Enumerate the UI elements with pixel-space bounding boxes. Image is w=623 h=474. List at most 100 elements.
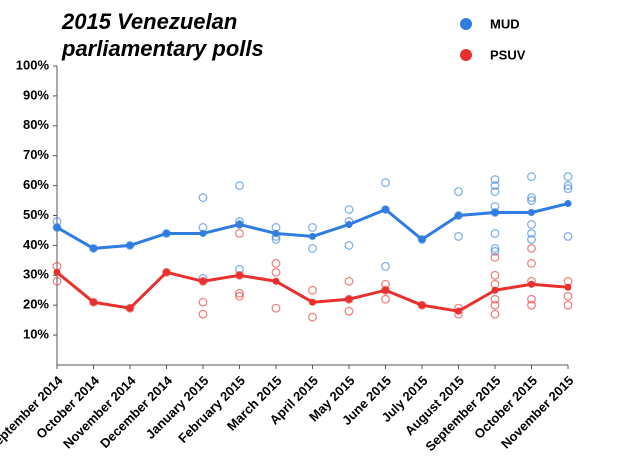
poll-point (490, 309, 500, 319)
trend-point (455, 212, 462, 219)
poll-point (527, 243, 536, 253)
poll-point (490, 243, 500, 253)
poll-point (527, 228, 536, 238)
poll-point (454, 187, 463, 197)
trend-point (491, 209, 499, 217)
poll-point (527, 234, 536, 244)
y-tick-label: 80% (23, 117, 49, 132)
trend-point (53, 268, 61, 276)
poll-point (381, 294, 390, 304)
poll-point (563, 300, 573, 310)
trend-point (455, 307, 462, 315)
poll-point (271, 267, 281, 277)
poll-point (344, 276, 354, 286)
poll-point (235, 288, 244, 298)
poll-point (308, 312, 317, 322)
poll-point (490, 300, 500, 310)
poll-point (52, 223, 62, 232)
legend-label: PSUV (490, 47, 526, 62)
y-tick-label: 90% (23, 87, 49, 102)
trend-point (90, 244, 97, 252)
y-tick-label: 70% (23, 147, 49, 162)
y-tick-label: 30% (23, 267, 49, 282)
poll-point (563, 181, 573, 191)
poll-point (381, 261, 390, 271)
y-tick-label: 40% (23, 237, 49, 252)
poll-point (490, 175, 500, 185)
poll-point (527, 258, 536, 268)
y-tick-label: 60% (23, 177, 49, 192)
trend-point (236, 220, 243, 228)
poll-point (490, 228, 500, 238)
poll-point (198, 297, 208, 307)
trend-point (126, 241, 134, 249)
trend-point (163, 268, 170, 276)
trend-point (382, 206, 389, 214)
poll-point (344, 306, 354, 316)
poll-point (490, 270, 500, 280)
poll-point (527, 193, 536, 203)
poll-point (344, 205, 354, 214)
y-tick-label: 20% (23, 297, 49, 312)
poll-point (490, 187, 500, 197)
trend-point (126, 304, 134, 312)
trend-point (345, 220, 353, 228)
poll-point (198, 309, 208, 319)
poll-point (198, 193, 208, 203)
poll-point (235, 181, 244, 191)
poll-point (563, 184, 573, 194)
poll-point (308, 285, 317, 295)
trend-point (528, 280, 535, 288)
trend-point (528, 209, 535, 217)
poll-point (344, 240, 354, 250)
poll-point (235, 228, 244, 238)
poll-point (527, 172, 536, 182)
poll-point (490, 181, 500, 191)
poll-point (563, 172, 573, 182)
poll-point (490, 252, 500, 262)
poll-point (563, 231, 573, 241)
poll-point (527, 300, 536, 310)
poll-point (563, 291, 573, 301)
poll-point (308, 223, 317, 232)
poll-point (235, 291, 244, 301)
y-tick-label: 100% (16, 57, 50, 72)
trend-point (272, 229, 280, 237)
x-tick-label: October 2014 (33, 372, 102, 441)
poll-point (527, 196, 536, 205)
poll-point (527, 294, 536, 304)
y-tick-label: 10% (23, 327, 49, 342)
legend-marker (460, 49, 472, 61)
trend-point (199, 277, 207, 285)
trend-point (564, 283, 572, 291)
poll-point (271, 258, 281, 268)
trend-point (309, 232, 316, 240)
trend-point (418, 235, 426, 243)
trend-point (163, 229, 170, 237)
poll-point (490, 246, 500, 256)
trend-point (564, 200, 572, 208)
poll-point (527, 220, 536, 229)
trend-point (418, 301, 426, 309)
y-tick-label: 50% (23, 207, 49, 222)
trend-point (53, 223, 61, 231)
legend-label: MUD (490, 16, 520, 31)
poll-point (417, 234, 427, 244)
poll-point (308, 243, 317, 253)
chart-title: 2015 Venezuelan parliamentary polls (62, 9, 264, 61)
poll-point (52, 276, 62, 286)
trend-point (236, 271, 243, 279)
poll-point (490, 294, 500, 304)
trend-point (491, 286, 499, 294)
legend-marker (460, 18, 472, 30)
trend-point (309, 298, 316, 306)
poll-point (271, 303, 281, 313)
trend-point (345, 295, 353, 303)
trend-point (90, 298, 97, 306)
poll-point (454, 231, 463, 241)
trend-point (272, 277, 280, 285)
trend-point (199, 229, 207, 237)
poll-point (381, 178, 390, 188)
